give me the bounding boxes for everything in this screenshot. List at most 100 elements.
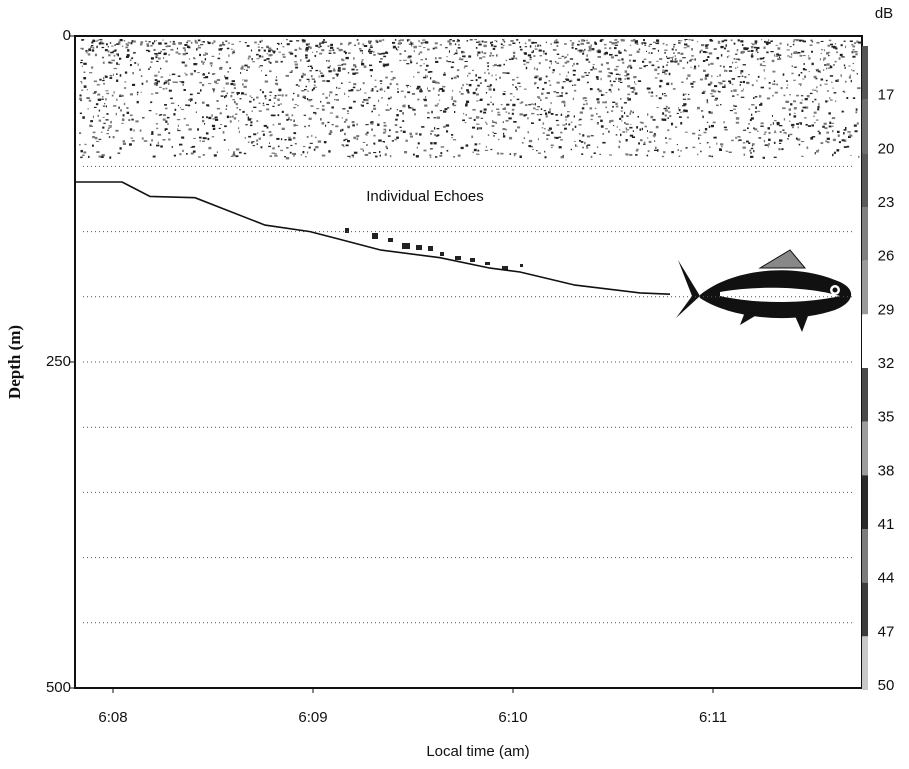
echo-dot xyxy=(362,150,364,152)
echo-dot xyxy=(723,66,725,69)
echo-dot xyxy=(472,69,474,71)
echo-dot xyxy=(597,115,601,118)
echo-dot xyxy=(305,43,309,46)
echo-dot xyxy=(249,124,253,127)
echo-dot xyxy=(131,40,134,43)
echo-dot xyxy=(597,88,600,91)
echo-dot xyxy=(544,156,547,159)
echo-dot xyxy=(576,145,578,147)
echo-dot xyxy=(387,63,390,66)
echo-dot xyxy=(219,112,222,115)
echo-dot xyxy=(843,129,847,131)
echo-dot xyxy=(618,77,622,80)
echo-dot xyxy=(258,66,261,68)
echo-dot xyxy=(561,101,564,103)
echo-dot xyxy=(443,125,446,128)
echo-dot xyxy=(754,96,758,98)
echo-dot xyxy=(778,54,782,56)
echo-dot xyxy=(320,42,324,44)
echo-dot xyxy=(228,149,230,151)
echo-dot xyxy=(233,49,235,52)
echo-dot xyxy=(720,45,724,49)
echo-dot xyxy=(330,47,334,49)
echo-dot xyxy=(644,44,647,46)
echo-dot xyxy=(384,90,386,92)
echo-dot xyxy=(446,56,448,58)
echo-dot xyxy=(553,91,557,93)
echo-dot xyxy=(603,43,607,46)
echo-dot xyxy=(780,87,783,90)
echo-dot xyxy=(764,131,767,133)
echo-dot xyxy=(481,40,484,43)
echo-dot xyxy=(750,49,754,52)
echo-dot xyxy=(513,55,515,58)
echo-dot xyxy=(329,91,333,94)
echo-dot xyxy=(520,101,524,103)
echo-dot xyxy=(533,107,536,110)
echo-dot xyxy=(708,125,711,128)
echo-dot xyxy=(708,146,711,148)
echo-dot xyxy=(402,112,404,115)
echo-dot xyxy=(344,92,346,95)
echo-dot xyxy=(515,86,517,88)
echo-dot xyxy=(483,52,487,55)
echo-dot xyxy=(208,116,212,120)
echo-dot xyxy=(294,143,297,145)
echo-dot xyxy=(516,98,520,101)
echo-dot xyxy=(826,90,829,92)
echo-dot xyxy=(155,56,158,59)
echo-dot xyxy=(681,81,684,83)
echo-dot xyxy=(330,43,333,47)
echo-dot xyxy=(365,98,369,102)
echo-dot xyxy=(217,57,221,60)
echo-dot xyxy=(565,118,567,121)
echo-dot xyxy=(247,118,252,121)
echo-dot xyxy=(467,75,469,77)
echo-dot xyxy=(809,44,813,46)
echo-dot xyxy=(212,118,216,120)
echo-dot xyxy=(373,51,375,53)
echo-dot xyxy=(702,115,704,119)
echo-dot xyxy=(630,39,635,42)
echo-dot xyxy=(271,152,275,154)
echo-dot xyxy=(483,108,487,111)
echo-dot xyxy=(327,121,330,124)
echo-dot xyxy=(524,42,527,45)
echo-dot xyxy=(825,100,828,103)
echo-dot xyxy=(347,125,351,128)
echo-dot xyxy=(676,144,678,146)
echo-dot xyxy=(162,139,166,141)
echo-dot xyxy=(416,62,418,65)
echo-dot xyxy=(233,151,236,154)
echo-dot xyxy=(821,49,823,51)
echo-dot xyxy=(550,144,554,147)
echo-dot xyxy=(556,81,560,84)
echo-dot xyxy=(155,84,158,86)
echo-dot xyxy=(294,55,297,58)
echo-dot xyxy=(653,134,656,136)
echo-dot xyxy=(569,79,573,82)
echo-dot xyxy=(567,54,569,56)
echo-dot xyxy=(656,39,660,42)
echo-dot xyxy=(392,41,396,44)
echo-dot xyxy=(482,56,486,58)
echo-dot xyxy=(586,41,590,44)
echo-dot xyxy=(344,132,346,136)
echo-dot xyxy=(542,88,545,90)
echo-dot xyxy=(205,76,209,79)
echo-dot xyxy=(832,154,834,157)
echo-dot xyxy=(564,43,567,45)
echo-dot xyxy=(487,134,490,136)
echo-dot xyxy=(524,46,528,48)
echo-dot xyxy=(813,75,817,79)
echo-dot xyxy=(379,61,382,63)
echo-dot xyxy=(817,106,820,109)
echo-dot xyxy=(857,87,861,90)
echo-dot xyxy=(234,100,236,104)
colorbar-swatch xyxy=(862,529,868,583)
echo-dot xyxy=(654,68,658,72)
echo-dot xyxy=(253,106,257,108)
echo-dot xyxy=(793,51,797,54)
echo-dot xyxy=(269,155,273,158)
echo-dot xyxy=(216,100,219,102)
